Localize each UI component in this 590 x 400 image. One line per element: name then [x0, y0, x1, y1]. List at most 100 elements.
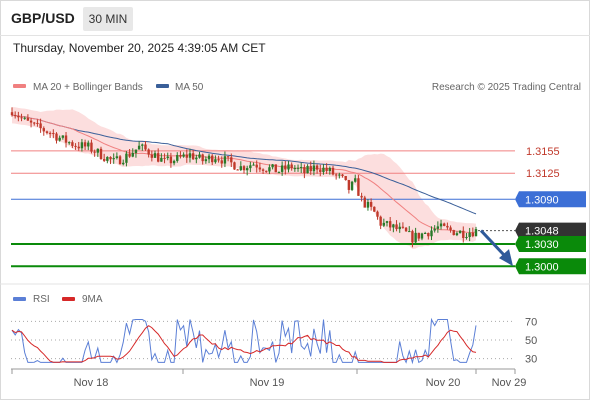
candle: [214, 155, 217, 164]
candle: [395, 220, 398, 232]
candle: [163, 153, 166, 164]
candle: [185, 149, 188, 163]
candle: [10, 107, 14, 117]
candle: [296, 164, 300, 172]
candle: [331, 165, 335, 176]
candle: [68, 141, 71, 145]
candle: [109, 156, 112, 165]
candle: [315, 164, 319, 174]
candle: [452, 229, 455, 236]
candle: [338, 172, 341, 179]
legend-rsi: RSI: [33, 294, 50, 305]
support-label-box: [515, 235, 586, 252]
candle: [290, 162, 293, 171]
candle: [233, 161, 236, 170]
candle: [39, 118, 42, 133]
candle: [385, 220, 389, 227]
resistance-label: 1.3125: [526, 168, 560, 180]
candle: [150, 150, 154, 162]
candle: [369, 198, 373, 211]
pivot-label: 1.3090: [525, 194, 559, 206]
candle: [309, 161, 312, 175]
legend-ma50: MA 50: [175, 82, 204, 93]
candle: [36, 119, 39, 127]
candle: [29, 118, 33, 128]
time-tick-label: Nov 18: [74, 377, 109, 389]
candle: [204, 156, 208, 164]
ma50-legend-swatch: [156, 84, 169, 88]
candle: [265, 170, 268, 173]
candle: [242, 165, 246, 174]
candle: [471, 227, 475, 238]
rsi-pane: 70 50 30: [11, 316, 537, 366]
support-label: 1.3000: [525, 261, 559, 273]
candle: [239, 161, 243, 172]
candle: [125, 151, 128, 167]
candle: [166, 152, 169, 161]
candle: [83, 139, 87, 151]
candle: [261, 168, 265, 174]
candle: [17, 111, 20, 122]
candle: [201, 153, 204, 165]
candle: [77, 141, 80, 151]
candle: [455, 231, 459, 237]
candle: [468, 227, 471, 242]
candle: [249, 161, 252, 173]
candle: [102, 153, 106, 163]
rsi-ma-line: [11, 325, 477, 363]
candle: [99, 146, 103, 160]
candle: [58, 135, 61, 142]
timeframe-button[interactable]: 30 MIN: [83, 7, 133, 31]
candle: [112, 153, 115, 164]
candle: [462, 226, 465, 243]
candle: [198, 151, 201, 159]
rsi-legend-swatch: [13, 297, 26, 301]
candle: [87, 140, 90, 151]
candle: [52, 129, 55, 139]
candle: [131, 148, 134, 158]
candle: [427, 232, 430, 240]
candle: [191, 149, 195, 160]
candle: [23, 116, 26, 120]
candle: [366, 199, 370, 211]
candle: [392, 223, 395, 233]
candle: [45, 130, 49, 135]
timestamp: Thursday, November 20, 2025 4:39:05 AM C…: [13, 41, 266, 55]
candle: [207, 153, 211, 164]
time-tick-label: Nov 29: [492, 377, 527, 389]
ma50-line: [11, 114, 477, 215]
bollinger-band: [12, 106, 476, 250]
candles: [10, 107, 478, 248]
candle: [388, 216, 392, 231]
candle: [334, 173, 338, 180]
candle: [268, 164, 271, 174]
candle: [373, 206, 376, 212]
legend-ma20: MA 20 + Bollinger Bands: [33, 82, 143, 93]
candle: [449, 225, 452, 233]
candle: [303, 164, 306, 179]
rsi-tick-label: 70: [525, 316, 537, 328]
rsi-ma-legend-swatch: [62, 297, 75, 301]
candle: [223, 151, 227, 168]
candle: [172, 159, 176, 166]
pivot-label-box: [515, 191, 586, 208]
candle: [13, 111, 17, 119]
candle: [300, 162, 303, 173]
candle: [217, 155, 220, 163]
time-axis-ticks: Nov 18 Nov 19 Nov 20 Nov 29: [11, 369, 527, 389]
candle: [277, 171, 281, 174]
candle: [458, 230, 462, 234]
candle: [153, 150, 157, 158]
candle: [408, 226, 411, 233]
candle: [96, 148, 100, 157]
candle: [26, 114, 30, 121]
candle: [211, 154, 214, 165]
candle: [179, 151, 182, 159]
candle: [379, 215, 382, 230]
candle: [306, 164, 309, 174]
candle: [312, 160, 316, 176]
candle: [220, 156, 223, 168]
candle: [398, 222, 401, 233]
candle: [280, 161, 284, 176]
